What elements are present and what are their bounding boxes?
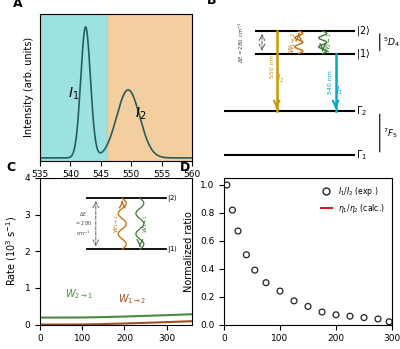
Text: $\Gamma_2$: $\Gamma_2$ (356, 104, 367, 118)
Point (252, 267, 258, 273)
Text: $W_{1\to2}$: $W_{1\to2}$ (118, 292, 146, 306)
Text: $^5D_4$: $^5D_4$ (382, 35, 400, 49)
Point (235, 228, 241, 234)
Point (375, 316, 381, 322)
Point (224, 182, 230, 188)
Text: 550 nm: 550 nm (270, 54, 275, 78)
Text: $W_{1\to2}$: $W_{1\to2}$ (112, 214, 121, 233)
Text: $\Gamma_1$: $\Gamma_1$ (356, 148, 367, 162)
Point (243, 252, 250, 258)
Text: $|2\rangle$: $|2\rangle$ (356, 24, 370, 38)
Text: $W_{1\to2}$: $W_{1\to2}$ (288, 32, 298, 53)
Point (277, 288, 283, 294)
Text: $|1\rangle$: $|1\rangle$ (167, 243, 178, 255)
Text: $W_{2\to1}$: $W_{2\to1}$ (65, 287, 93, 301)
Point (361, 315, 367, 320)
Text: $W_{2\to1}$: $W_{2\to1}$ (141, 214, 150, 233)
Text: $I_2$: $I_2$ (135, 105, 146, 122)
Bar (40, 14, 107, 161)
Point (347, 313, 353, 319)
Y-axis label: Rate ($10^3\ \mathrm{s}^{-1}$): Rate ($10^3\ \mathrm{s}^{-1}$) (4, 216, 19, 287)
Text: $I_2$: $I_2$ (277, 73, 284, 86)
Text: $W_{2\to1}$: $W_{2\to1}$ (324, 32, 334, 53)
Point (229, 207, 236, 213)
X-axis label: Wavelength (nm): Wavelength (nm) (74, 185, 158, 195)
Text: D: D (180, 161, 190, 174)
Text: $\Delta E$
$=280$
$\mathrm{cm}^{-1}$: $\Delta E$ $=280$ $\mathrm{cm}^{-1}$ (75, 210, 92, 238)
Y-axis label: Intensity (arb. units): Intensity (arb. units) (24, 37, 34, 137)
Text: $^7F_5$: $^7F_5$ (382, 126, 398, 140)
Text: $\Delta E = 280\ \mathrm{cm}^{-1}$: $\Delta E = 280\ \mathrm{cm}^{-1}$ (237, 21, 246, 63)
Text: A: A (13, 0, 22, 10)
Text: $I_1$: $I_1$ (336, 84, 343, 97)
Bar (107, 14, 192, 161)
Text: B: B (207, 0, 216, 7)
Point (319, 309, 325, 315)
Text: $|2\rangle$: $|2\rangle$ (167, 192, 178, 204)
Point (305, 304, 311, 309)
Legend: $I_1$/$I_2$ (exp.), $\eta_1$/$\eta_2$ (calc.): $I_1$/$I_2$ (exp.), $\eta_1$/$\eta_2$ (c… (318, 182, 388, 218)
Point (291, 298, 297, 304)
Y-axis label: Normalized ratio: Normalized ratio (184, 211, 194, 292)
Text: $|1\rangle$: $|1\rangle$ (356, 46, 370, 60)
Point (263, 280, 269, 285)
Point (333, 312, 339, 318)
Text: C: C (6, 161, 16, 174)
Text: 540 nm: 540 nm (328, 70, 334, 94)
Text: $I_1$: $I_1$ (68, 86, 79, 102)
Point (386, 319, 392, 325)
